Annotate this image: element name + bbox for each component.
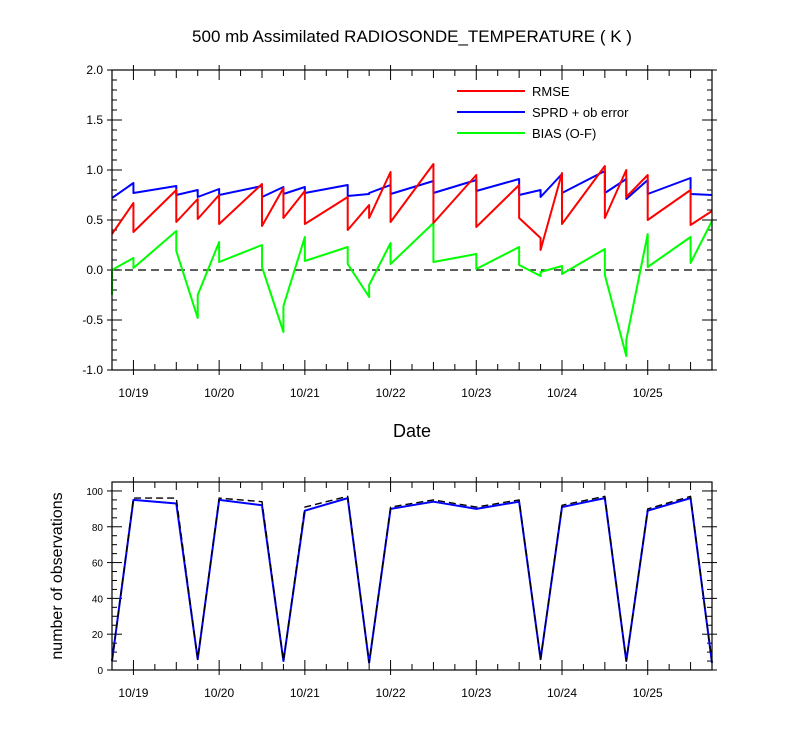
x-tick-label: 10/22 bbox=[376, 386, 406, 400]
legend-label-sprd: SPRD + ob error bbox=[532, 105, 629, 120]
series-line-sprd-ob-error bbox=[111, 170, 713, 200]
y-tick-label: 60 bbox=[92, 559, 104, 570]
top-series-group bbox=[111, 163, 713, 357]
y-tick-label: -1.0 bbox=[82, 363, 103, 377]
y-tick-label: -0.5 bbox=[82, 313, 103, 327]
x-axis-label: Date bbox=[393, 421, 431, 441]
top-plot-frame bbox=[111, 69, 713, 371]
legend-label-rmse: RMSE bbox=[532, 84, 570, 99]
x-tick-label: 10/25 bbox=[633, 686, 663, 700]
series-line-bias-o-f bbox=[111, 220, 713, 357]
y-tick-label: 100 bbox=[86, 487, 103, 498]
series-line-rmse bbox=[111, 163, 713, 251]
x-tick-label: 10/24 bbox=[547, 386, 577, 400]
x-tick-label: 10/23 bbox=[461, 686, 491, 700]
series-line-possible bbox=[111, 495, 713, 664]
x-tick-label: 10/19 bbox=[118, 386, 148, 400]
x-tick-label: 10/22 bbox=[376, 686, 406, 700]
x-tick-label: 10/23 bbox=[461, 386, 491, 400]
y-tick-label: 40 bbox=[92, 594, 104, 605]
y-tick-label: 0.0 bbox=[86, 263, 103, 277]
y-tick-label: 2.0 bbox=[86, 63, 103, 77]
bottom-axis-ticks bbox=[107, 477, 717, 675]
y-tick-label: 0.5 bbox=[86, 213, 103, 227]
top-chart: 500 mb Assimilated RADIOSONDE_TEMPERATUR… bbox=[82, 27, 717, 441]
x-tick-label: 10/21 bbox=[290, 386, 320, 400]
y-tick-label: 1.5 bbox=[86, 113, 103, 127]
x-tick-label: 10/19 bbox=[118, 686, 148, 700]
y-tick-label: 80 bbox=[92, 523, 104, 534]
bottom-plot-frame bbox=[111, 481, 713, 671]
bottom-x-tick-labels: 10/19 10/20 10/21 10/22 10/23 10/24 10/25 bbox=[118, 686, 663, 700]
y-tick-label: 0 bbox=[97, 666, 103, 677]
y-tick-label: 1.0 bbox=[86, 163, 103, 177]
y-tick-label: 20 bbox=[92, 630, 104, 641]
y-axis-label: number of observations bbox=[49, 492, 66, 659]
x-tick-label: 10/21 bbox=[290, 686, 320, 700]
chart-title: 500 mb Assimilated RADIOSONDE_TEMPERATUR… bbox=[192, 27, 632, 46]
top-x-tick-labels: 10/19 10/20 10/21 10/22 10/23 10/24 10/25 bbox=[118, 386, 663, 400]
x-tick-label: 10/24 bbox=[547, 686, 577, 700]
legend-label-bias: BIAS (O-F) bbox=[532, 126, 596, 141]
bottom-series-group bbox=[111, 495, 713, 664]
x-tick-label: 10/20 bbox=[204, 686, 234, 700]
top-y-tick-labels: -1.0 -0.5 0.0 0.5 1.0 1.5 2.0 bbox=[82, 63, 103, 377]
x-tick-label: 10/20 bbox=[204, 386, 234, 400]
legend: RMSE SPRD + ob error BIAS (O-F) bbox=[457, 84, 629, 141]
x-tick-label: 10/25 bbox=[633, 386, 663, 400]
series-line-assimilated bbox=[111, 497, 713, 664]
bottom-y-tick-labels: 0 20 40 60 80 100 bbox=[86, 487, 103, 677]
